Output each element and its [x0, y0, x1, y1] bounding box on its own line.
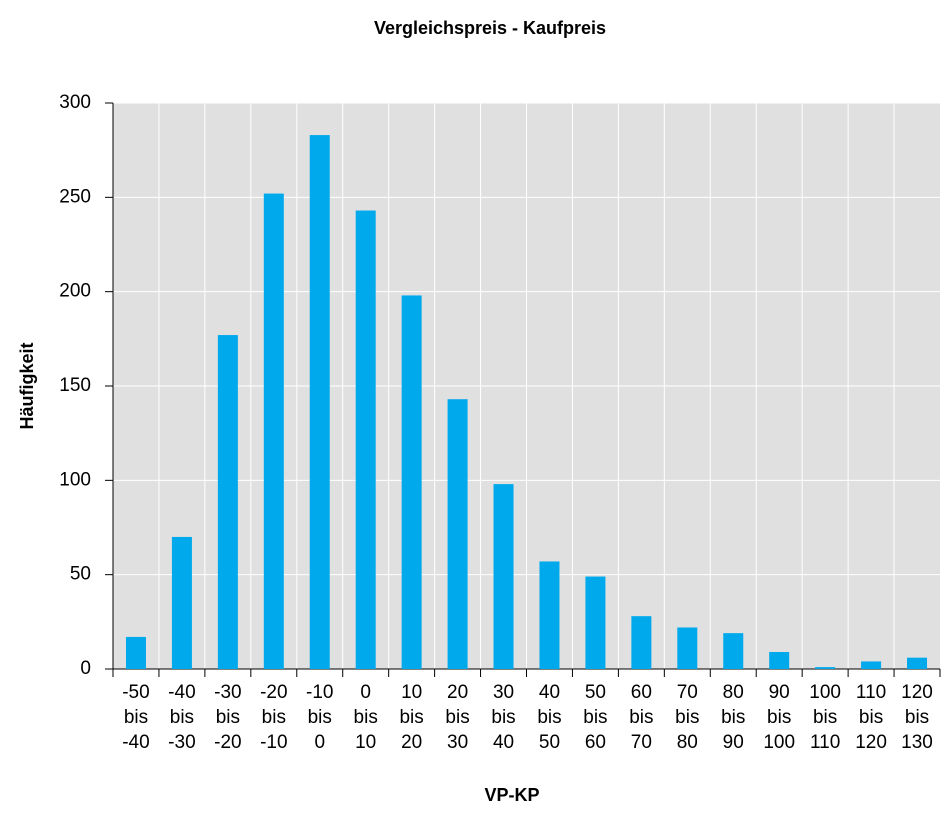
bar [263, 193, 284, 669]
bar [217, 335, 238, 669]
x-tick-label: 130 [901, 732, 933, 753]
x-tick-label: 50 [585, 682, 606, 703]
x-tick-label: 90 [723, 732, 744, 753]
x-tick-label: -30 [168, 732, 195, 753]
bar [677, 627, 698, 669]
y-tick-label: 200 [59, 281, 91, 302]
bar [539, 561, 560, 669]
x-tick-label: -10 [260, 732, 287, 753]
x-tick-label: bis [537, 707, 561, 728]
bar [171, 536, 192, 669]
x-tick-label: bis [445, 707, 469, 728]
x-tick-label: bis [905, 707, 929, 728]
x-tick-label: 90 [769, 682, 790, 703]
x-tick-label: 120 [901, 682, 933, 703]
x-tick-label: bis [354, 707, 378, 728]
x-tick-label: 60 [631, 682, 652, 703]
bar [125, 636, 146, 669]
x-tick-label: 110 [856, 682, 886, 703]
y-tick-label: 0 [80, 658, 91, 679]
x-tick-label: bis [399, 707, 423, 728]
x-tick-label: 100 [809, 682, 841, 703]
x-tick-label: 120 [855, 732, 887, 753]
x-tick-label: -50 [122, 682, 149, 703]
x-tick-label: -30 [214, 682, 241, 703]
x-tick-label: bis [675, 707, 699, 728]
chart-title: Vergleichspreis - Kaufpreis [374, 18, 606, 38]
x-tick-label: 70 [631, 732, 652, 753]
x-tick-label: 30 [447, 732, 468, 753]
x-tick-label: -20 [260, 682, 287, 703]
bar [769, 652, 790, 669]
x-tick-label: 70 [677, 682, 698, 703]
y-tick-label: 100 [59, 469, 91, 490]
bar [907, 657, 928, 669]
x-tick-label: bis [629, 707, 653, 728]
x-tick-label: 100 [763, 732, 795, 753]
x-tick-label: 10 [401, 682, 422, 703]
x-tick-label: 110 [810, 732, 840, 753]
bar [355, 210, 376, 670]
x-tick-label: bis [767, 707, 791, 728]
bar [447, 399, 468, 669]
x-tick-label: 60 [585, 732, 606, 753]
x-tick-label: -20 [214, 732, 241, 753]
x-tick-label: bis [491, 707, 515, 728]
x-tick-label: bis [859, 707, 883, 728]
y-tick-label: 300 [59, 92, 91, 113]
bar [493, 484, 514, 669]
x-tick-label: 10 [355, 732, 376, 753]
x-tick-label: bis [124, 707, 148, 728]
x-tick-label: 30 [493, 682, 514, 703]
x-tick-label: -40 [122, 732, 149, 753]
x-tick-label: bis [813, 707, 837, 728]
x-tick-label: 80 [723, 682, 744, 703]
x-tick-label: 20 [447, 682, 468, 703]
x-tick-label: bis [170, 707, 194, 728]
bar [631, 616, 652, 669]
y-tick-label: 250 [59, 186, 91, 207]
x-tick-label: bis [308, 707, 332, 728]
bar [309, 135, 330, 669]
x-tick-label: 50 [539, 732, 560, 753]
bar [815, 667, 836, 669]
y-tick-label: 50 [70, 564, 91, 585]
x-tick-label: 0 [360, 682, 371, 703]
x-tick-label: bis [721, 707, 745, 728]
x-tick-label: 20 [401, 732, 422, 753]
x-tick-label: 40 [539, 682, 560, 703]
x-axis-label: VP-KP [484, 785, 539, 805]
bar [861, 661, 882, 669]
y-axis-label: Häufigkeit [17, 342, 37, 429]
x-tick-label: 80 [677, 732, 698, 753]
bar [401, 295, 422, 669]
x-tick-label: bis [216, 707, 240, 728]
y-tick-label: 150 [59, 375, 91, 396]
x-tick-label: -10 [306, 682, 333, 703]
x-tick-label: 0 [314, 732, 325, 753]
x-tick-label: -40 [168, 682, 195, 703]
x-tick-label: bis [262, 707, 286, 728]
bar [723, 633, 744, 669]
x-tick-label: bis [583, 707, 607, 728]
x-tick-label: 40 [493, 732, 514, 753]
bar [585, 576, 606, 669]
